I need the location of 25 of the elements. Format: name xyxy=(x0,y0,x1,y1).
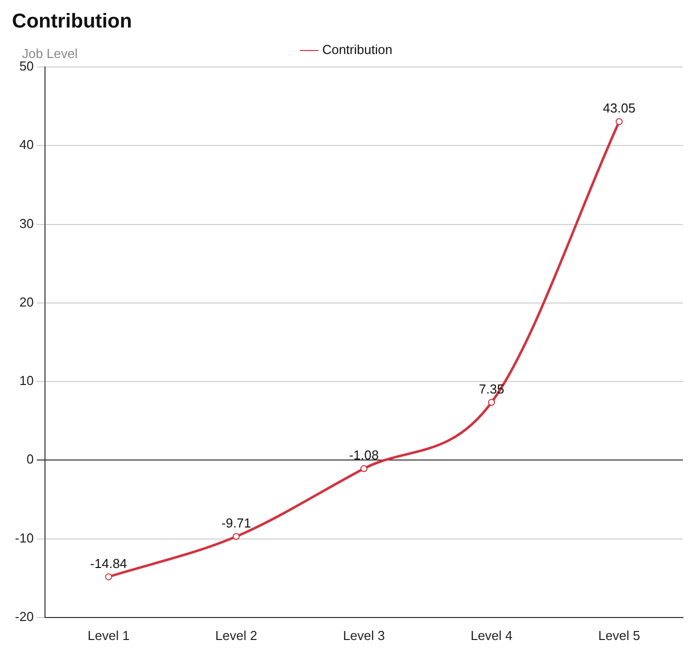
point xyxy=(105,573,112,580)
point xyxy=(488,398,496,406)
y-tick-label: -20 xyxy=(14,608,34,624)
point xyxy=(360,465,368,472)
data-label: -14.84 xyxy=(90,556,128,571)
point xyxy=(616,118,623,126)
point xyxy=(232,532,240,540)
data-label: -9.71 xyxy=(221,516,252,531)
data-label: -1.08 xyxy=(349,448,379,463)
y-tick-label: 30 xyxy=(19,216,34,231)
x-tick-label: Level 5 xyxy=(598,628,640,643)
x-tick-label: Level 3 xyxy=(342,628,385,643)
chart-title: Contribution xyxy=(12,10,132,33)
y-tick-label: 20 xyxy=(19,294,34,310)
y-tick-label: 50 xyxy=(19,58,34,74)
x-tick-label: Level 2 xyxy=(215,628,258,643)
y-tick-label: 0 xyxy=(26,452,34,467)
y-tick-label: 10 xyxy=(19,373,34,388)
x-tick-label: Level 4 xyxy=(470,628,512,643)
y-axis-title: Job Level xyxy=(22,46,78,62)
x-tick-label: Level 1 xyxy=(88,628,130,643)
y-tick-label: 40 xyxy=(19,137,34,152)
legend-label: Contribution xyxy=(322,42,392,58)
y-tick-label: -10 xyxy=(14,530,34,546)
data-label: 43.05 xyxy=(602,100,636,116)
